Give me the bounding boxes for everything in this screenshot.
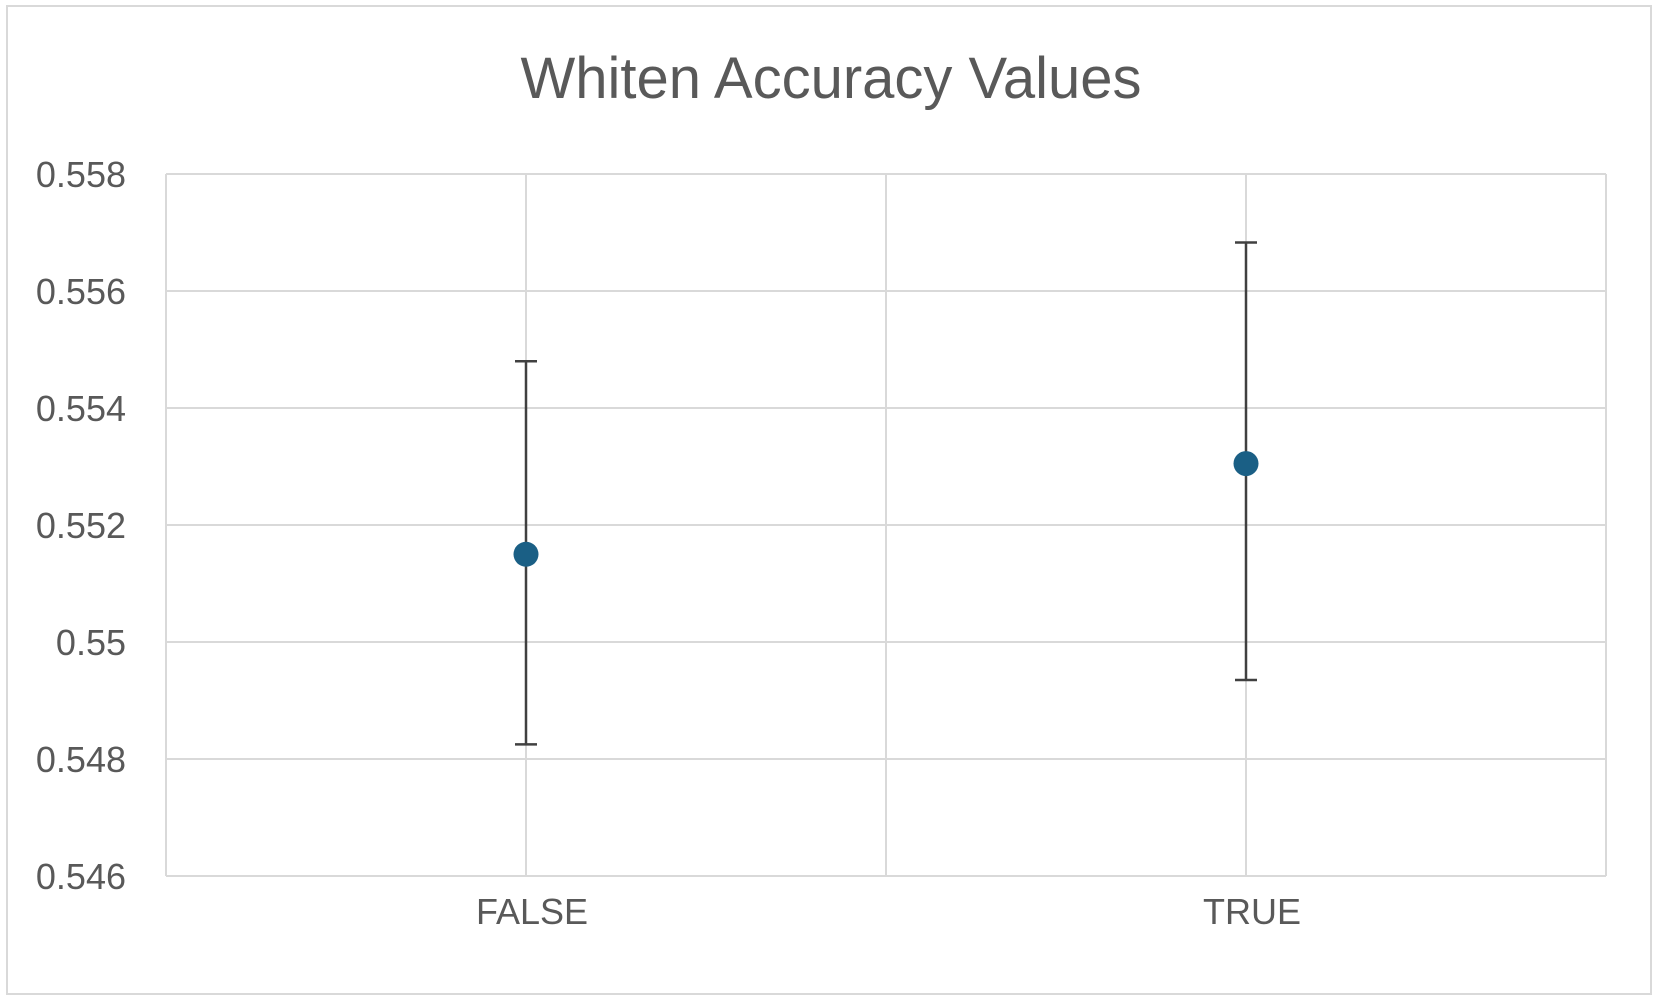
grid-layer: [165, 173, 1607, 877]
y-tick-label: 0.554: [36, 388, 126, 429]
data-point: [1233, 451, 1259, 477]
data-point: [513, 541, 539, 567]
x-tick-label: FALSE: [476, 891, 588, 932]
y-tick-label: 0.556: [36, 271, 126, 312]
chart-title: Whiten Accuracy Values: [520, 46, 1141, 111]
y-tick-label: 0.548: [36, 739, 126, 780]
y-tick-label: 0.546: [36, 856, 126, 897]
chart-frame: [6, 5, 1652, 995]
x-tick-label: TRUE: [1203, 891, 1301, 932]
y-tick-label: 0.55: [56, 622, 126, 663]
x-axis-tick-labels: FALSE TRUE: [476, 891, 1301, 932]
y-tick-label: 0.552: [36, 505, 126, 546]
data-point-layer: [513, 451, 1259, 567]
y-axis-tick-labels: 0.546 0.548 0.55 0.552 0.554 0.556 0.558: [36, 154, 126, 897]
y-tick-label: 0.558: [36, 154, 126, 195]
